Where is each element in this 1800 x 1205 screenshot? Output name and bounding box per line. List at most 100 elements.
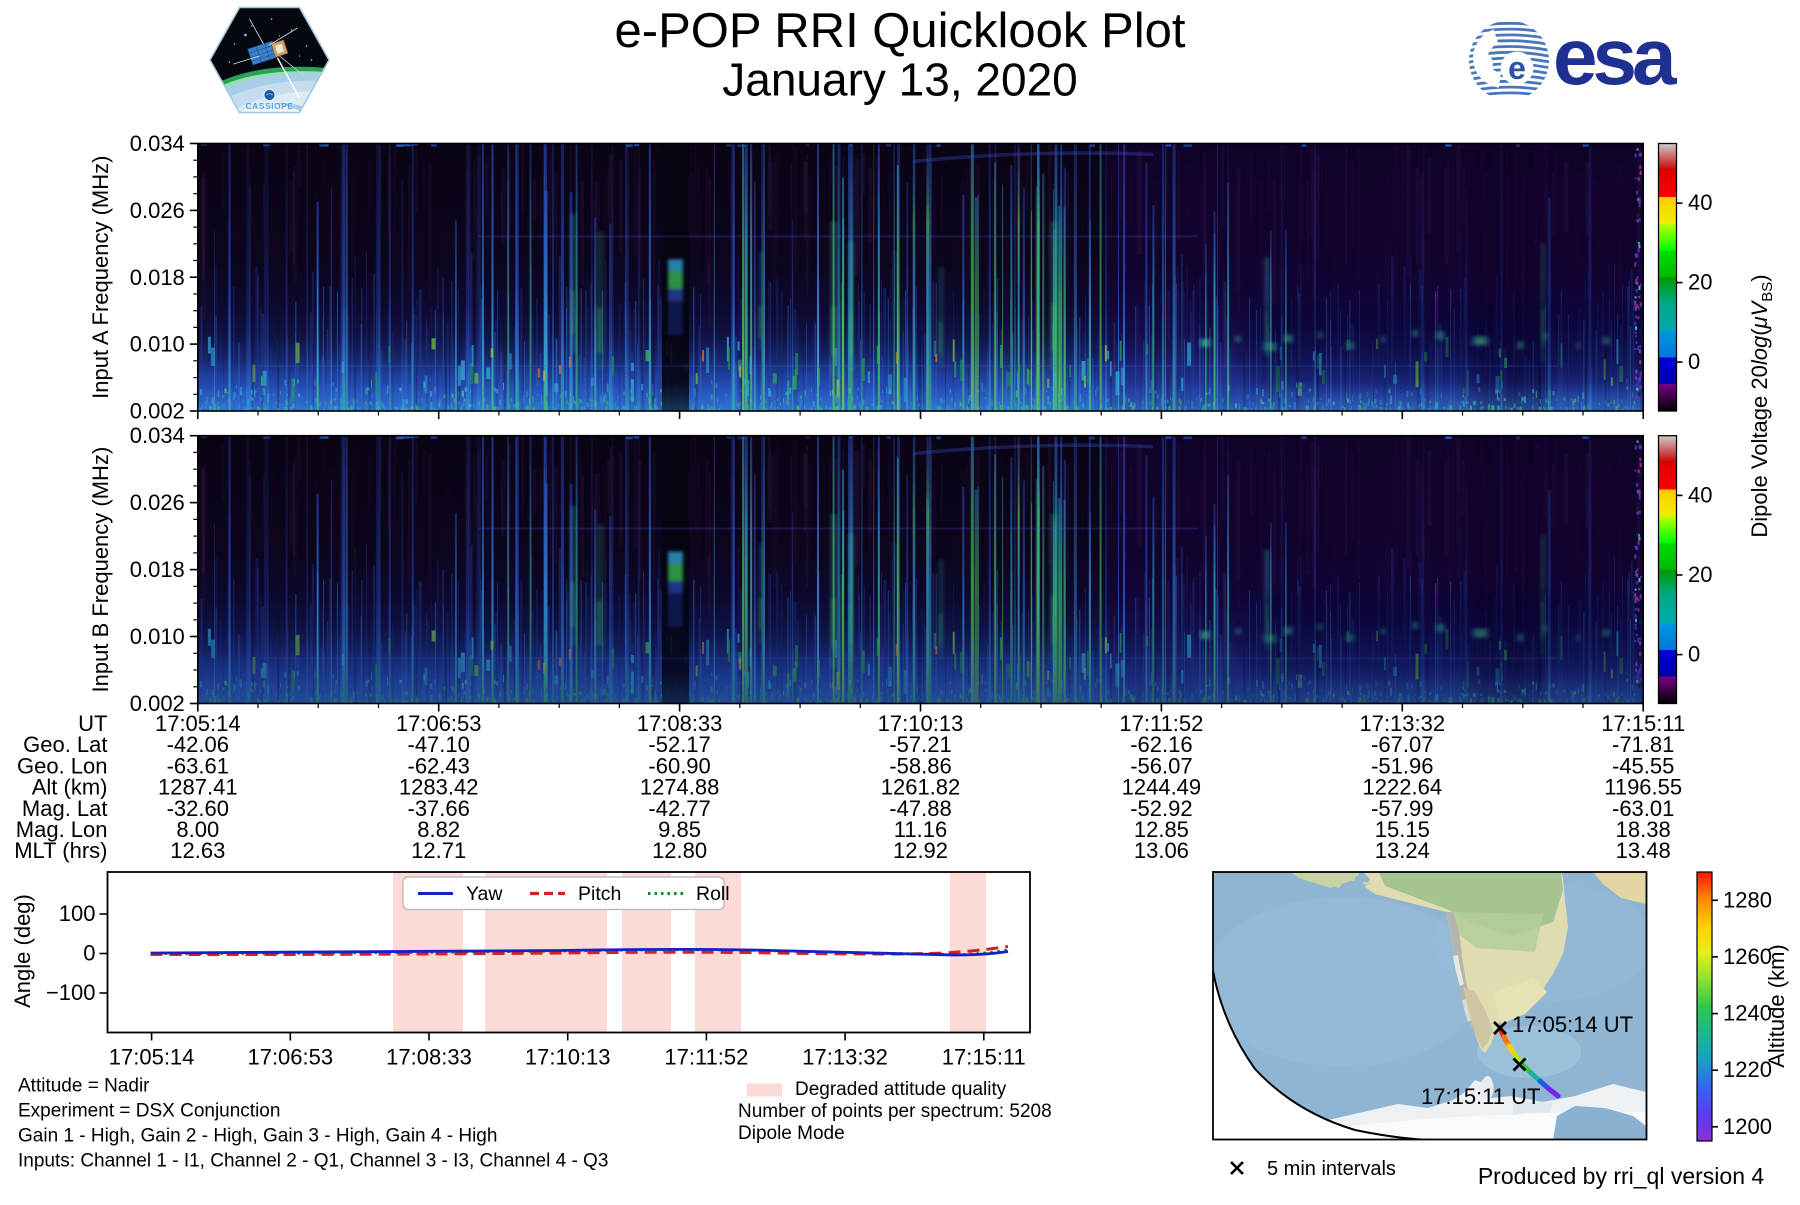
svg-text:12.63: 12.63	[170, 838, 225, 863]
svg-text:UT: UT	[78, 711, 107, 736]
svg-text:-47.10: -47.10	[408, 732, 470, 757]
svg-text:Dipole Voltage 20log(μVBS): Dipole Voltage 20log(μVBS)	[1747, 274, 1776, 537]
svg-text:1200: 1200	[1723, 1114, 1772, 1139]
svg-text:40: 40	[1688, 482, 1712, 507]
svg-text:8.00: 8.00	[176, 817, 219, 842]
svg-text:MLT (hrs): MLT (hrs)	[14, 838, 107, 863]
svg-text:13.06: 13.06	[1134, 838, 1189, 863]
svg-text:17:05:14: 17:05:14	[155, 711, 241, 736]
svg-text:17:08:33: 17:08:33	[637, 711, 723, 736]
svg-text:January 13, 2020: January 13, 2020	[722, 54, 1078, 106]
svg-text:0.026: 0.026	[130, 198, 185, 223]
svg-text:1260: 1260	[1723, 944, 1772, 969]
svg-text:12.71: 12.71	[411, 838, 466, 863]
svg-text:-56.07: -56.07	[1130, 753, 1192, 778]
svg-text:17:10:13: 17:10:13	[525, 1045, 611, 1070]
svg-text:-52.17: -52.17	[648, 732, 710, 757]
svg-text:1222.64: 1222.64	[1363, 775, 1443, 800]
svg-text:17:11:52: 17:11:52	[1119, 711, 1203, 736]
svg-text:17:15:11 UT: 17:15:11 UT	[1421, 1084, 1540, 1109]
svg-text:0.018: 0.018	[130, 265, 185, 290]
svg-text:-63.61: -63.61	[167, 753, 229, 778]
svg-text:0.010: 0.010	[130, 624, 185, 649]
svg-text:−100: −100	[46, 980, 96, 1005]
svg-text:-57.21: -57.21	[889, 732, 951, 757]
svg-text:11.16: 11.16	[894, 817, 947, 842]
svg-text:17:08:33: 17:08:33	[386, 1045, 472, 1070]
svg-text:1283.42: 1283.42	[399, 775, 479, 800]
svg-text:-42.06: -42.06	[167, 732, 229, 757]
svg-text:-52.92: -52.92	[1130, 796, 1192, 821]
svg-text:e: e	[1508, 50, 1526, 86]
svg-text:15.15: 15.15	[1375, 817, 1430, 842]
svg-text:12.85: 12.85	[1134, 817, 1189, 842]
svg-text:Geo. Lat: Geo. Lat	[23, 732, 107, 757]
svg-text:Gain 1 - High, Gain 2 - High,: Gain 1 - High, Gain 2 - High, Gain 3 - H…	[18, 1126, 497, 1147]
svg-text:esa: esa	[1553, 12, 1677, 101]
svg-text:0.002: 0.002	[130, 691, 185, 716]
svg-text:17:10:13: 17:10:13	[878, 711, 964, 736]
svg-text:17:05:14: 17:05:14	[109, 1045, 195, 1070]
svg-text:40: 40	[1688, 190, 1712, 215]
svg-text:-60.90: -60.90	[648, 753, 710, 778]
svg-text:0: 0	[83, 941, 95, 966]
svg-text:1261.82: 1261.82	[881, 775, 961, 800]
svg-text:8.82: 8.82	[417, 817, 460, 842]
svg-text:e-POP RRI Quicklook Plot: e-POP RRI Quicklook Plot	[615, 4, 1186, 58]
svg-text:9.85: 9.85	[658, 817, 701, 842]
svg-text:17:06:53: 17:06:53	[247, 1045, 333, 1070]
svg-text:Geo. Lon: Geo. Lon	[17, 753, 108, 778]
svg-text:Mag. Lat: Mag. Lat	[22, 796, 108, 821]
svg-text:17:15:11: 17:15:11	[1601, 711, 1685, 736]
svg-text:Number of points per spectrum:: Number of points per spectrum: 5208	[738, 1101, 1052, 1122]
svg-text:0.002: 0.002	[130, 399, 185, 424]
svg-text:0.010: 0.010	[130, 332, 185, 357]
svg-text:Dipole Mode: Dipole Mode	[738, 1123, 845, 1144]
svg-text:Attitude = Nadir: Attitude = Nadir	[18, 1076, 150, 1097]
svg-text:Alt (km): Alt (km)	[32, 775, 108, 800]
svg-text:13.24: 13.24	[1375, 838, 1430, 863]
svg-text:1240: 1240	[1723, 1001, 1772, 1026]
svg-text:20: 20	[1688, 562, 1712, 587]
svg-text:1196.55: 1196.55	[1604, 775, 1682, 800]
svg-text:Mag. Lon: Mag. Lon	[16, 817, 108, 842]
svg-text:20: 20	[1688, 270, 1712, 295]
svg-text:-57.99: -57.99	[1371, 796, 1433, 821]
svg-text:Produced by rri_ql version 4: Produced by rri_ql version 4	[1478, 1163, 1765, 1189]
svg-text:12.80: 12.80	[652, 838, 707, 863]
svg-text:-32.60: -32.60	[167, 796, 229, 821]
svg-text:Pitch: Pitch	[578, 883, 621, 905]
svg-text:17:06:53: 17:06:53	[396, 711, 482, 736]
svg-text:1287.41: 1287.41	[158, 775, 238, 800]
svg-text:17:13:32: 17:13:32	[802, 1045, 888, 1070]
svg-text:17:11:52: 17:11:52	[664, 1045, 748, 1070]
svg-text:17:13:32: 17:13:32	[1359, 711, 1445, 736]
svg-text:0.034: 0.034	[130, 423, 185, 448]
svg-text:1274.88: 1274.88	[640, 775, 720, 800]
svg-text:-37.66: -37.66	[408, 796, 470, 821]
svg-text:1244.49: 1244.49	[1122, 775, 1202, 800]
svg-text:Inputs: Channel 1 - I1, Channe: Inputs: Channel 1 - I1, Channel 2 - Q1, …	[18, 1151, 608, 1172]
svg-text:Altitude (km): Altitude (km)	[1764, 944, 1789, 1067]
svg-text:0.018: 0.018	[130, 557, 185, 582]
svg-text:0.026: 0.026	[130, 490, 185, 515]
svg-text:-67.07: -67.07	[1371, 732, 1433, 757]
svg-text:13.48: 13.48	[1616, 838, 1671, 863]
svg-text:12.92: 12.92	[893, 838, 948, 863]
svg-text:CASSIOPE: CASSIOPE	[246, 101, 294, 111]
svg-text:Input A Frequency (MHz): Input A Frequency (MHz)	[88, 156, 113, 399]
svg-text:17:05:14 UT: 17:05:14 UT	[1512, 1012, 1633, 1037]
svg-text:-58.86: -58.86	[889, 753, 951, 778]
svg-text:17:15:11: 17:15:11	[942, 1045, 1026, 1070]
svg-text:0: 0	[1688, 349, 1700, 374]
svg-text:1220: 1220	[1723, 1057, 1772, 1082]
svg-text:Experiment = DSX Conjunction: Experiment = DSX Conjunction	[18, 1101, 280, 1122]
svg-text:-51.96: -51.96	[1371, 753, 1433, 778]
svg-text:Roll: Roll	[696, 883, 730, 905]
svg-text:0.034: 0.034	[130, 131, 185, 156]
svg-text:0: 0	[1688, 642, 1700, 667]
svg-text:-63.01: -63.01	[1612, 796, 1674, 821]
svg-text:-42.77: -42.77	[648, 796, 710, 821]
svg-text:1280: 1280	[1723, 887, 1772, 912]
svg-text:-62.16: -62.16	[1130, 732, 1192, 757]
